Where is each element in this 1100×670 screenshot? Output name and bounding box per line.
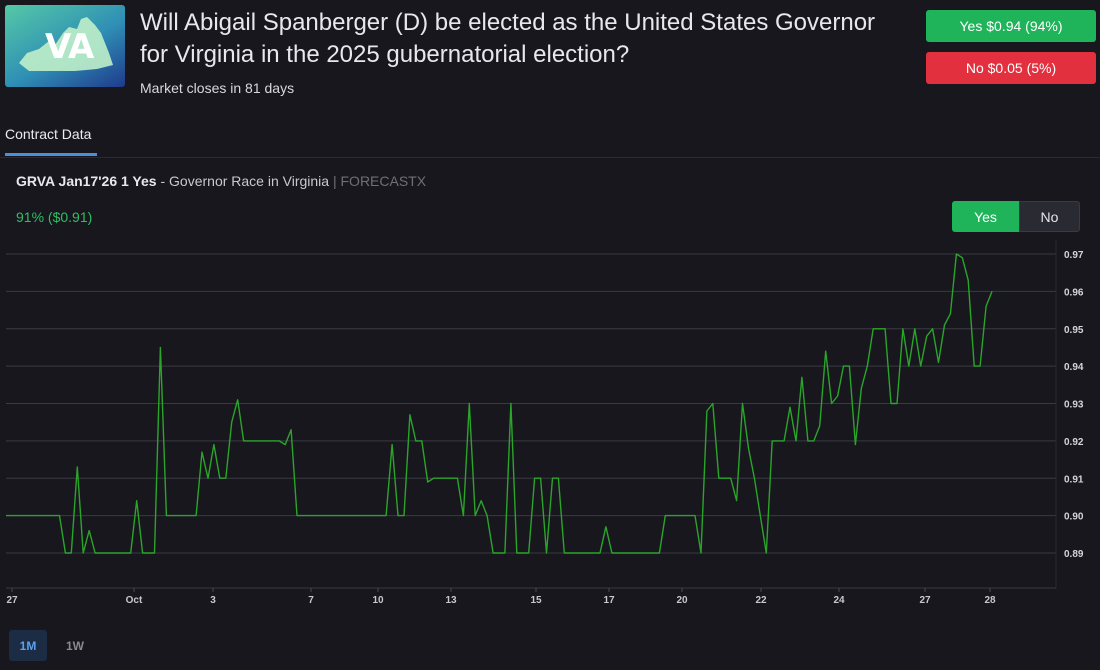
current-price: 91% ($0.91)	[16, 209, 93, 225]
tab-divider	[0, 157, 1100, 158]
contract-separator: |	[329, 173, 341, 189]
x-tick-label: 7	[308, 595, 314, 606]
x-tick-label: 28	[984, 595, 996, 606]
x-tick-label: 22	[755, 595, 767, 606]
y-tick-label: 0.90	[1064, 512, 1084, 523]
market-title: Will Abigail Spanberger (D) be elected a…	[140, 9, 876, 68]
x-tick-label: 15	[530, 595, 542, 606]
x-tick-label: 24	[833, 595, 845, 606]
logo-state-abbr: VA	[45, 27, 94, 67]
range-1w-button[interactable]: 1W	[56, 630, 94, 661]
x-tick-label: 10	[372, 595, 384, 606]
contract-source: FORECASTX	[340, 173, 427, 189]
contract-header: GRVA Jan17'26 1 Yes - Governor Race in V…	[16, 173, 426, 189]
y-tick-label: 0.89	[1064, 549, 1084, 560]
y-tick-label: 0.95	[1064, 325, 1084, 336]
y-tick-label: 0.92	[1064, 437, 1084, 448]
buy-no-button[interactable]: No $0.05 (5%)	[926, 52, 1096, 84]
contract-dash: -	[156, 173, 170, 189]
tab-active-indicator	[5, 153, 97, 156]
y-tick-label: 0.97	[1064, 250, 1084, 261]
price-series-line	[6, 253, 993, 554]
x-tick-label: 27	[6, 595, 18, 606]
virginia-map-icon	[19, 17, 113, 71]
y-tick-label: 0.96	[1064, 287, 1084, 298]
y-tick-label: 0.93	[1064, 400, 1084, 411]
tab-contract-data[interactable]: Contract Data	[5, 126, 92, 142]
contract-code: GRVA Jan17'26 1 Yes	[16, 173, 157, 189]
x-tick-label: 17	[603, 595, 615, 606]
market-logo: VA	[5, 5, 125, 87]
buy-yes-button[interactable]: Yes $0.94 (94%)	[926, 10, 1096, 42]
x-tick-label: 27	[919, 595, 931, 606]
y-tick-label: 0.91	[1064, 474, 1084, 485]
x-tick-label: Oct	[126, 595, 143, 606]
range-1m-button[interactable]: 1M	[9, 630, 47, 661]
y-tick-label: 0.94	[1064, 362, 1084, 373]
x-tick-label: 3	[210, 595, 216, 606]
x-tick-label: 13	[445, 595, 457, 606]
toggle-yes-button[interactable]: Yes	[952, 201, 1019, 232]
contract-name: Governor Race in Virginia	[169, 173, 330, 189]
price-chart: 0.89 0.90 0.91 0.92 0.93 0.94 0.95 0.96 0.97 27 Oc…	[6, 240, 1084, 606]
x-tick-label: 20	[676, 595, 688, 606]
market-close-countdown: Market closes in 81 days	[140, 80, 295, 96]
toggle-no-button[interactable]: No	[1019, 201, 1080, 232]
